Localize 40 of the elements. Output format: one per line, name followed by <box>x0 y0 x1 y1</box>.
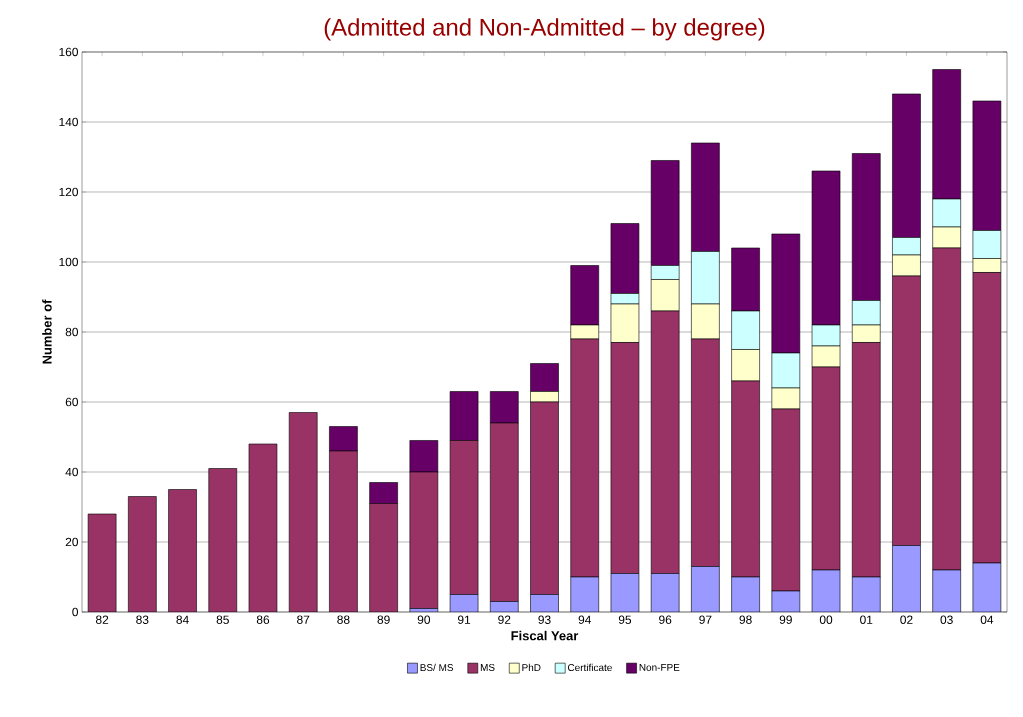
x-tick-label: 94 <box>578 615 592 624</box>
x-tick-label: 85 <box>216 615 229 624</box>
x-tick-label: 00 <box>819 615 833 624</box>
x-tick-label: 90 <box>417 615 431 624</box>
x-tick-label: 96 <box>659 615 672 624</box>
x-tick-label: 03 <box>940 615 953 624</box>
x-tick-label: 83 <box>136 615 149 624</box>
x-tick-label: 86 <box>256 615 270 624</box>
chart-title: (Admitted and Non-Admitted – by degree) <box>324 18 765 41</box>
x-tick-label: 93 <box>538 615 551 624</box>
y-tick-label: 80 <box>65 327 79 337</box>
x-tick-label: 91 <box>457 615 471 624</box>
y-tick-label: 120 <box>59 187 79 197</box>
legend-label: PhD <box>522 663 541 672</box>
x-tick-label: 02 <box>900 615 913 624</box>
x-tick-label: 89 <box>377 615 390 624</box>
y-tick-label: 140 <box>59 117 79 127</box>
x-tick-label: 01 <box>860 615 873 624</box>
x-tick-label: 92 <box>498 615 511 624</box>
x-axis-title: Fiscal Year <box>511 630 579 641</box>
x-tick-label: 04 <box>980 615 994 624</box>
y-tick-label: 60 <box>65 397 79 407</box>
x-tick-label: 97 <box>699 615 712 624</box>
y-tick-label: 40 <box>65 467 79 477</box>
x-tick-label: 87 <box>297 615 310 624</box>
legend-label: BS/ MS <box>420 663 454 672</box>
legend-label: MS <box>480 663 495 671</box>
x-tick-label: 88 <box>337 615 350 624</box>
legend-label: Certificate <box>567 663 612 672</box>
x-tick-label: 84 <box>176 615 189 624</box>
x-tick-label: 82 <box>95 615 109 624</box>
x-tick-label: 95 <box>618 615 632 624</box>
y-tick-label: 100 <box>59 257 79 267</box>
y-tick-label: 20 <box>65 537 79 547</box>
x-tick-label: 99 <box>779 615 792 624</box>
y-tick-label: 160 <box>59 47 79 57</box>
x-tick-label: 98 <box>739 615 752 624</box>
y-axis-title: Number of <box>42 299 52 364</box>
legend-label: Non-FPE <box>639 663 680 671</box>
y-tick-label: 0 <box>72 607 79 617</box>
